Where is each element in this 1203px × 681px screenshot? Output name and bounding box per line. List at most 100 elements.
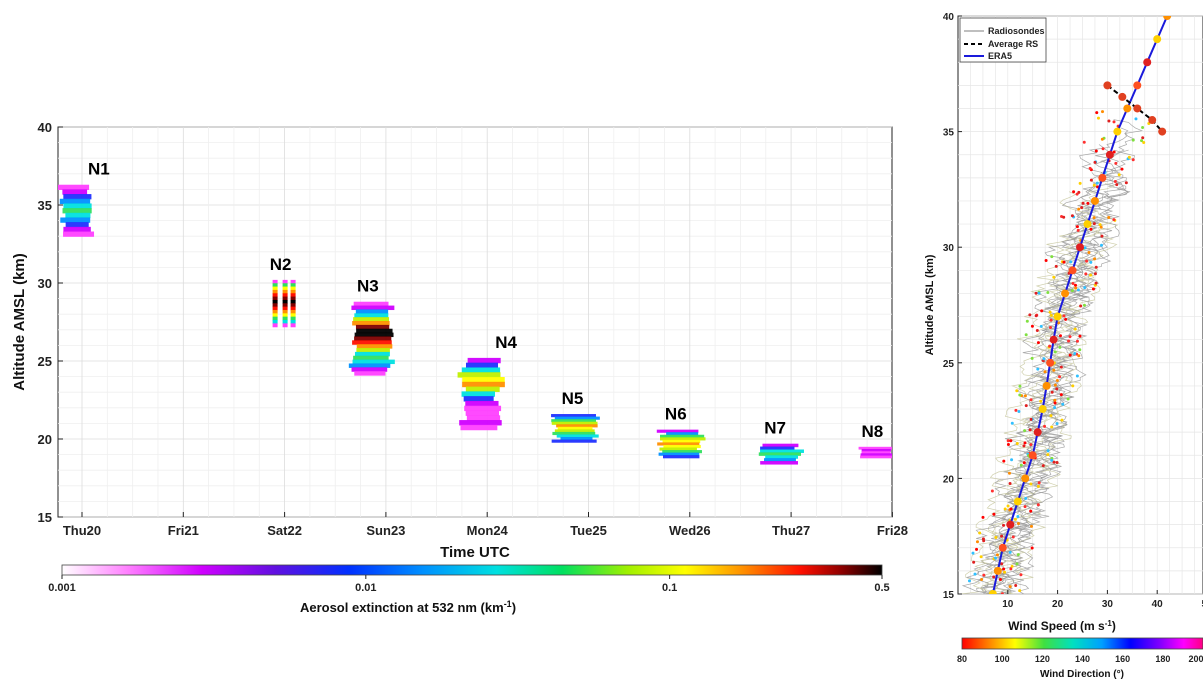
average-rs-point — [1103, 81, 1112, 90]
plume-cell — [282, 296, 288, 301]
radiosonde-point — [1056, 321, 1060, 325]
era5-point — [1105, 150, 1114, 159]
radiosonde-point — [972, 560, 976, 564]
radiosonde-point — [979, 555, 983, 559]
plume-cell — [659, 447, 697, 451]
radiosonde-point — [1010, 421, 1014, 425]
x-tick-label: Thu27 — [772, 523, 810, 538]
x-tick-label: Fri21 — [168, 523, 199, 538]
radiosonde-point — [1071, 384, 1075, 388]
radiosonde-point — [1079, 304, 1083, 308]
plume-cell — [658, 452, 700, 456]
plume-cell — [63, 226, 91, 233]
x-axis-label-left: Time UTC — [440, 544, 510, 561]
radiosonde-point — [1084, 272, 1088, 276]
plume-cell — [355, 324, 390, 330]
radiosonde-point — [973, 572, 977, 576]
radiosonde-point — [1092, 183, 1096, 187]
plume-cell — [467, 357, 501, 364]
radiosonde-point — [982, 539, 986, 543]
radiosonde-point — [1078, 334, 1082, 338]
average-rs-point — [1118, 92, 1127, 101]
radiosonde-point — [1052, 460, 1056, 464]
era5-point — [1143, 58, 1152, 67]
era5-point — [1090, 196, 1099, 205]
radiosonde-point — [1054, 264, 1058, 268]
radiosonde-point — [1088, 166, 1092, 170]
plume-cell — [465, 386, 500, 392]
radiosonde-point — [1000, 562, 1004, 566]
radiosonde-point — [1076, 288, 1080, 292]
radiosonde-point — [1024, 404, 1028, 408]
direction-tick-label: 100 — [995, 654, 1010, 664]
plume-cell — [657, 442, 700, 446]
era5-point — [1133, 81, 1142, 90]
plume-label-n2: N2 — [270, 255, 292, 274]
radiosonde-point — [1080, 206, 1084, 210]
radiosonde-point — [1014, 408, 1018, 412]
radiosonde-trace — [965, 191, 1094, 594]
plume-cell — [459, 420, 502, 426]
extinction-colorbar — [61, 564, 883, 576]
radiosonde-point — [1016, 553, 1020, 557]
radiosonde-point — [1082, 303, 1086, 307]
radiosonde-point — [990, 489, 994, 493]
plume-cell — [290, 306, 296, 311]
plume-n3 — [348, 301, 395, 376]
radiosonde-point — [1127, 155, 1131, 159]
radiosonde-point — [967, 579, 971, 583]
plume-cell — [272, 319, 278, 324]
radiosonde-point — [1107, 119, 1111, 123]
radiosonde-point — [1053, 398, 1057, 402]
plume-cell — [560, 437, 593, 441]
plume-cell — [272, 323, 278, 328]
radiosonde-point — [1095, 111, 1099, 115]
radiosonde-point — [1074, 283, 1078, 287]
radiosonde-point — [994, 536, 998, 540]
plume-cell — [272, 293, 278, 298]
wind-profile-plot: 15 20 25 30 35 40 10 20 30 40 50 Altitude AMSL (k… — [924, 12, 1203, 680]
x-ticks-right: 10 20 30 40 50 — [1002, 590, 1203, 610]
y-ticks-right: 15 20 25 30 35 40 — [943, 12, 962, 601]
radiosonde-point — [1094, 281, 1098, 285]
plume-cell — [461, 367, 501, 373]
radiosonde-point — [1043, 370, 1047, 374]
radiosonde-point — [1037, 481, 1041, 485]
extinction-colorbar-label: Aerosol extinction at 532 nm (km-1) — [300, 599, 516, 615]
radiosonde-point — [1043, 424, 1047, 428]
radiosonde-point — [1095, 181, 1099, 185]
plume-n6 — [656, 429, 706, 459]
radiosonde-point — [995, 553, 999, 557]
radiosonde-point — [1046, 453, 1050, 457]
radiosonde-point — [1075, 339, 1079, 343]
radiosonde-point — [992, 512, 996, 516]
plume-cell — [760, 461, 798, 465]
x-tick-label: 40 — [1152, 599, 1164, 610]
era5-point — [998, 543, 1007, 552]
radiosonde-point — [1078, 348, 1082, 352]
plume-cell — [765, 455, 799, 459]
plume-n1 — [58, 184, 95, 237]
radiosonde-point — [1015, 389, 1019, 393]
radiosonde-point — [1034, 314, 1038, 318]
average-rs-point — [1158, 127, 1167, 136]
radiosonde-point — [1040, 309, 1044, 313]
plume-cell — [272, 306, 278, 311]
radiosonde-point — [1030, 324, 1034, 328]
radiosonde-point — [1052, 275, 1056, 279]
plume-cell — [282, 283, 288, 288]
radiosonde-point — [978, 531, 982, 535]
radiosonde-point — [1023, 429, 1027, 433]
wind-direction-label: Wind Direction (°) — [1040, 669, 1124, 680]
radiosonde-point — [1101, 147, 1105, 151]
extinction-colorbar-ticks: 0.001 0.01 0.1 0.5 — [48, 575, 890, 594]
legend-average-rs: Average RS — [988, 39, 1038, 49]
radiosonde-point — [1034, 291, 1038, 295]
radiosonde-point — [1050, 390, 1054, 394]
plume-cell — [65, 222, 89, 228]
y-tick-label: 40 — [943, 12, 955, 23]
radiosonde-point — [1053, 383, 1057, 387]
radiosonde-point — [1093, 257, 1097, 261]
radiosonde-point — [1002, 523, 1006, 527]
y-tick-label: 20 — [38, 432, 52, 447]
